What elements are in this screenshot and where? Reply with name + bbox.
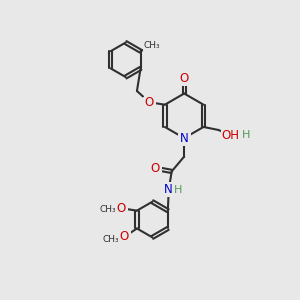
Text: H: H — [174, 185, 182, 195]
Text: O: O — [180, 72, 189, 85]
Text: N: N — [180, 132, 189, 145]
FancyBboxPatch shape — [223, 130, 239, 141]
Text: CH₃: CH₃ — [103, 235, 119, 244]
Text: O: O — [120, 230, 129, 243]
Text: O: O — [145, 96, 154, 109]
FancyBboxPatch shape — [103, 234, 119, 244]
Text: CH₃: CH₃ — [144, 41, 160, 50]
FancyBboxPatch shape — [149, 163, 162, 174]
FancyBboxPatch shape — [118, 231, 131, 242]
FancyBboxPatch shape — [115, 203, 128, 214]
FancyBboxPatch shape — [178, 133, 191, 143]
Text: O: O — [151, 162, 160, 175]
Text: N: N — [164, 183, 173, 196]
FancyBboxPatch shape — [100, 204, 116, 215]
FancyBboxPatch shape — [162, 184, 175, 195]
Text: H: H — [242, 130, 250, 140]
FancyBboxPatch shape — [143, 40, 160, 51]
Text: CH₃: CH₃ — [100, 205, 116, 214]
FancyBboxPatch shape — [178, 73, 191, 84]
FancyBboxPatch shape — [143, 97, 156, 108]
Text: O: O — [117, 202, 126, 215]
Text: OH: OH — [222, 129, 240, 142]
